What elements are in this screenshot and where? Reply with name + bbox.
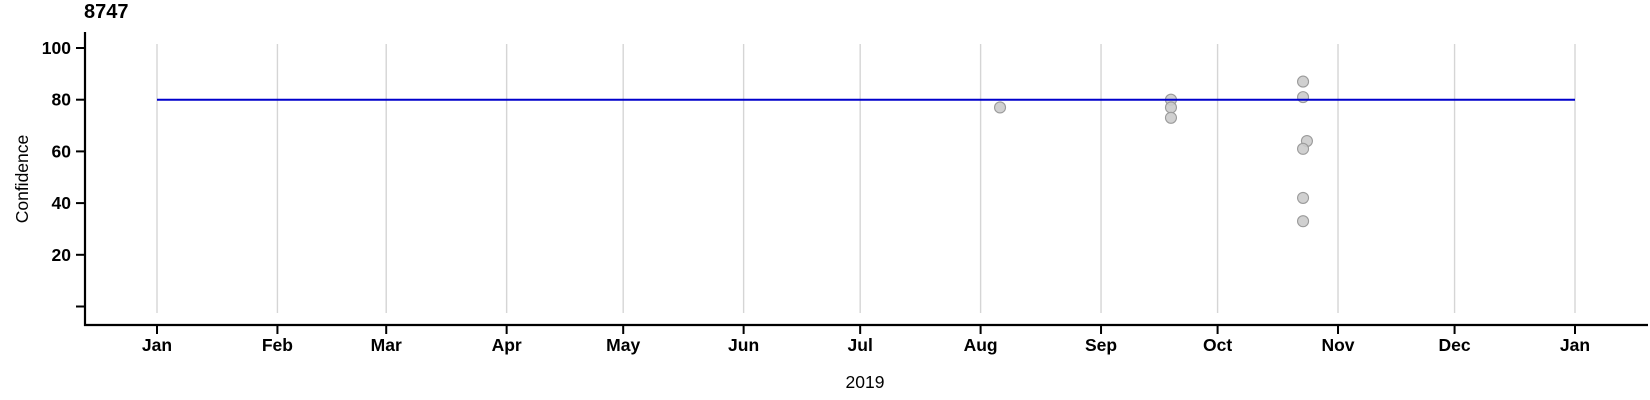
data-point	[1297, 75, 1310, 88]
x-tick-label: May	[606, 335, 640, 355]
x-tick-label: Jul	[848, 335, 873, 355]
x-tick-label: Jun	[728, 335, 759, 355]
x-tick-label: Sep	[1085, 335, 1117, 355]
x-axis-title: 2019	[845, 372, 885, 392]
y-tick-label: 40	[52, 193, 72, 213]
data-point	[993, 101, 1007, 114]
data-point	[1297, 142, 1310, 155]
y-tick-label: 60	[52, 141, 72, 161]
x-tick-label: Apr	[492, 335, 522, 355]
x-tick-label: Mar	[371, 335, 402, 355]
data-point	[1297, 215, 1310, 228]
x-tick-label: Jan	[142, 335, 172, 355]
y-tick-label: 80	[52, 90, 72, 110]
x-tick-label: Nov	[1321, 335, 1354, 355]
data-point	[1297, 91, 1310, 104]
y-tick-label: 100	[42, 38, 71, 58]
data-point	[1164, 111, 1178, 124]
data-point	[1164, 101, 1178, 114]
y-tick-label: 20	[52, 245, 72, 265]
x-tick-label: Aug	[964, 335, 998, 355]
chart-title: 8747	[84, 1, 129, 23]
y-axis-title: Confidence	[12, 134, 32, 224]
data-point	[1297, 191, 1310, 204]
x-tick-label: Jan	[1560, 335, 1590, 355]
x-tick-label: Feb	[262, 335, 293, 355]
x-tick-label: Dec	[1439, 335, 1471, 355]
x-tick-label: Oct	[1203, 335, 1232, 355]
